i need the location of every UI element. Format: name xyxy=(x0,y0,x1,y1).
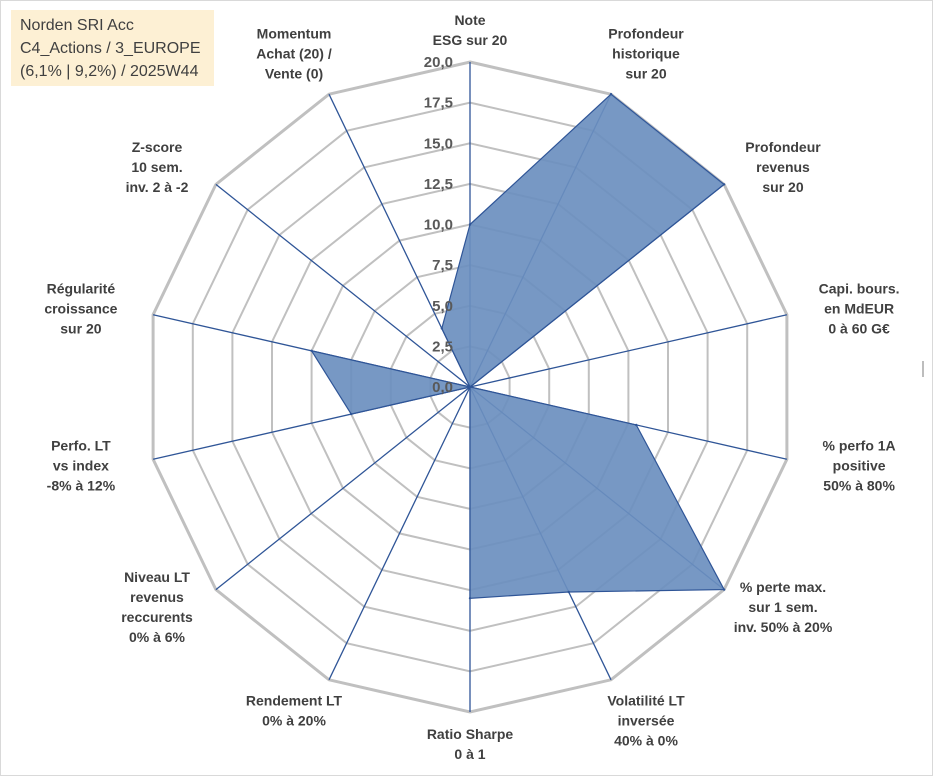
axis-label-line: sur 20 xyxy=(625,66,666,82)
tick-label: 20,0 xyxy=(424,54,453,71)
axis-label-line: % perte max. xyxy=(740,579,826,595)
axis-label-line: revenus xyxy=(756,159,810,175)
axis-label-line: 0 à 60 G€ xyxy=(828,321,890,337)
tick-label: 2,5 xyxy=(432,338,453,355)
axis-label-line: % perfo 1A xyxy=(823,438,896,454)
tick-label: 5,0 xyxy=(432,298,453,315)
axis-label-line: en MdEUR xyxy=(824,301,894,317)
axis-label-line: sur 20 xyxy=(762,179,803,195)
axis-label-line: positive xyxy=(833,458,886,474)
tick-label: 10,0 xyxy=(424,217,453,234)
axis-label-line: croissance xyxy=(44,301,117,317)
axis-label-line: Volatilité LT xyxy=(607,692,685,708)
axis-label-line: ESG sur 20 xyxy=(433,32,508,48)
axis-label-line: 0% à 20% xyxy=(262,712,326,728)
radial-tick-labels: 0,0 2,5 5,0 7,5 10,0 12,5 15,0 17,5 20,0 xyxy=(424,54,453,396)
axis-label-line: inversée xyxy=(618,712,675,728)
axis-label-line: Note xyxy=(454,12,485,28)
axis-label: Capi. bours. en MdEUR 0 à 60 G€ xyxy=(819,281,900,337)
axis-spoke xyxy=(215,183,471,388)
axis-label: Ratio Sharpe 0 à 1 xyxy=(427,726,514,762)
data-point xyxy=(722,588,726,591)
tick-label: 15,0 xyxy=(424,135,453,152)
data-point xyxy=(440,327,443,330)
axis-spoke xyxy=(328,386,471,681)
axis-spoke xyxy=(215,386,471,591)
data-point xyxy=(635,423,638,427)
axis-label-line: Vente (0) xyxy=(265,66,323,82)
axis-spoke xyxy=(469,314,788,388)
tick-label: 0,0 xyxy=(432,379,453,396)
axis-label-line: Rendement LT xyxy=(246,692,343,708)
fund-info-box: Norden SRI Acc C4_Actions / 3_EUROPE (6,… xyxy=(11,10,214,86)
axis-label-line: historique xyxy=(612,46,680,62)
axis-label: Profondeur historique sur 20 xyxy=(608,26,684,82)
axis-label: Z-score 10 sem. inv. 2 à -2 xyxy=(126,139,189,195)
data-point xyxy=(310,349,313,352)
axis-label: % perfo 1A positive 50% à 80% xyxy=(823,438,896,494)
data-point xyxy=(609,93,613,96)
axis-label-line: sur 20 xyxy=(60,321,101,337)
axis-label-line: Profondeur xyxy=(608,26,684,42)
axis-label-line: inv. 50% à 20% xyxy=(734,619,833,635)
tick-label: 7,5 xyxy=(432,257,453,274)
axis-label-line: Momentum xyxy=(257,26,332,42)
data-point xyxy=(567,590,570,594)
axis-label: Perfo. LT vs index -8% à 12% xyxy=(47,438,116,494)
axis-label-line: Z-score xyxy=(132,139,183,155)
axis-label: Profondeur revenus sur 20 xyxy=(745,139,821,195)
axis-label-line: Achat (20) / xyxy=(256,46,332,62)
axis-labels: Note ESG sur 20 Profondeur historique sur 20… xyxy=(44,12,899,762)
axis-label-line: Régularité xyxy=(47,281,116,297)
tick-label: 17,5 xyxy=(424,95,453,112)
axis-label-line: 50% à 80% xyxy=(823,478,895,494)
axis-label-line: reccurents xyxy=(121,609,193,625)
data-point xyxy=(722,183,726,186)
axis-label-line: 10 sem. xyxy=(131,159,182,175)
fund-performance-week: (6,1% | 9,2%) / 2025W44 xyxy=(20,63,199,80)
axis-label: Régularité croissance sur 20 xyxy=(44,281,117,337)
axis-label-line: sur 1 sem. xyxy=(748,599,817,615)
axis-label: Note ESG sur 20 xyxy=(433,12,508,48)
series-area xyxy=(310,93,726,599)
tick-label: 12,5 xyxy=(424,176,453,193)
axis-label-line: Profondeur xyxy=(745,139,821,155)
axis-label-line: 0 à 1 xyxy=(454,746,485,762)
axis-label-line: -8% à 12% xyxy=(47,478,116,494)
axis-label: % perte max. sur 1 sem. inv. 50% à 20% xyxy=(734,579,833,635)
axis-label-line: revenus xyxy=(130,589,184,605)
axis-label: Volatilité LT inversée 40% à 0% xyxy=(607,692,685,748)
axis-label: Momentum Achat (20) / Vente (0) xyxy=(256,26,332,82)
axis-label-line: 0% à 6% xyxy=(129,629,186,645)
axis-label-line: inv. 2 à -2 xyxy=(126,179,189,195)
fund-name: Norden SRI Acc xyxy=(20,17,134,34)
axis-label-line: 40% à 0% xyxy=(614,732,678,748)
radar-series xyxy=(310,93,726,600)
axis-label-line: Ratio Sharpe xyxy=(427,726,514,742)
axis-label: Rendement LT 0% à 20% xyxy=(246,692,343,728)
data-point xyxy=(468,385,472,389)
axis-label-line: Capi. bours. xyxy=(819,281,900,297)
axis-label: Niveau LT revenus reccurents 0% à 6% xyxy=(121,569,193,645)
scroll-marker xyxy=(922,361,924,377)
axis-label-line: Niveau LT xyxy=(124,569,190,585)
data-point xyxy=(468,597,472,600)
data-point xyxy=(350,412,353,416)
axis-label-line: vs index xyxy=(53,458,109,474)
fund-category: C4_Actions / 3_EUROPE xyxy=(20,40,201,57)
axis-label-line: Perfo. LT xyxy=(51,438,111,454)
data-point xyxy=(468,223,472,226)
